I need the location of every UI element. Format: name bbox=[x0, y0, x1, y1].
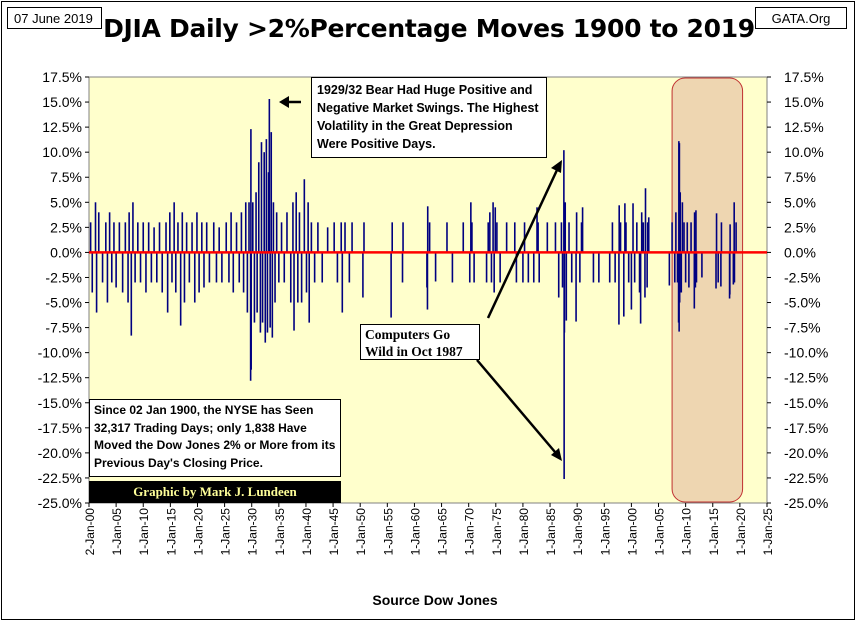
computers-arrow-down-head bbox=[551, 448, 562, 461]
y-tick-label-left: -15.0% bbox=[38, 395, 82, 411]
y-tick-label-left: 5.0% bbox=[50, 194, 82, 210]
y-tick-label-right: -5.0% bbox=[784, 295, 821, 311]
x-tick-label: 1-Jan-00 bbox=[625, 508, 639, 556]
x-tick-label: 1-Jan-85 bbox=[544, 508, 558, 556]
x-tick-label: 1-Jan-10 bbox=[680, 508, 694, 556]
x-tick-label: 1-Jan-55 bbox=[381, 508, 395, 556]
x-tick-label: 1-Jan-10 bbox=[137, 508, 151, 556]
y-tick-label-left: -2.5% bbox=[45, 269, 82, 285]
y-tick-label-right: -12.5% bbox=[784, 370, 828, 386]
x-tick-label: 1-Jan-90 bbox=[571, 508, 585, 556]
y-tick-label-left: 7.5% bbox=[50, 169, 82, 185]
y-tick-label-right: 5.0% bbox=[784, 194, 816, 210]
x-tick-label: 1-Jan-15 bbox=[707, 508, 721, 556]
y-tick-label-left: 12.5% bbox=[42, 119, 82, 135]
y-tick-label-left: -17.5% bbox=[38, 420, 82, 436]
chart-title: DJIA Daily >2%Percentage Moves 1900 to 2… bbox=[103, 14, 755, 43]
x-tick-label: 1-Jan-40 bbox=[300, 508, 314, 556]
x-tick-label: 1-Jan-25 bbox=[761, 508, 775, 556]
site-label: GATA.Org bbox=[755, 7, 847, 29]
computers-arrow-up-line bbox=[486, 169, 559, 319]
x-tick-label: 1-Jan-05 bbox=[653, 508, 667, 556]
bear-market-annotation: 1929/32 Bear Had Huge Positive and Negat… bbox=[311, 77, 547, 158]
y-tick-label-left: 17.5% bbox=[42, 69, 82, 85]
x-tick-label: 1-Jan-20 bbox=[734, 508, 748, 556]
x-tick-label: 1-Jan-95 bbox=[598, 508, 612, 556]
y-tick-label-right: 15.0% bbox=[784, 94, 824, 110]
x-tick-label: 1-Jan-75 bbox=[490, 508, 504, 556]
x-tick-label: 1-Jan-50 bbox=[354, 508, 368, 556]
computers-annotation: Computers Go Wild in Oct 1987 bbox=[360, 324, 480, 360]
y-tick-label-right: -10.0% bbox=[784, 345, 828, 361]
y-tick-label-left: 10.0% bbox=[42, 144, 82, 160]
y-tick-label-left: 15.0% bbox=[42, 94, 82, 110]
nyse-annotation: Since 02 Jan 1900, the NYSE has Seen 32,… bbox=[89, 399, 341, 477]
y-tick-label-left: -10.0% bbox=[38, 345, 82, 361]
y-tick-label-right: -7.5% bbox=[784, 320, 821, 336]
y-tick-label-right: -22.5% bbox=[784, 470, 828, 486]
bear-arrow-head bbox=[279, 96, 289, 108]
x-tick-label: 1-Jan-15 bbox=[164, 508, 178, 556]
credit-label: Graphic by Mark J. Lundeen bbox=[89, 481, 341, 503]
y-tick-label-left: -25.0% bbox=[38, 495, 82, 511]
y-tick-label-right: -2.5% bbox=[784, 269, 821, 285]
y-tick-label-left: -5.0% bbox=[45, 295, 82, 311]
y-tick-label-right: -17.5% bbox=[784, 420, 828, 436]
x-tick-label: 2-Jan-00 bbox=[83, 508, 97, 556]
y-tick-label-right: 2.5% bbox=[784, 219, 816, 235]
y-tick-label-right: -20.0% bbox=[784, 445, 828, 461]
x-tick-label: 1-Jan-65 bbox=[436, 508, 450, 556]
y-tick-label-right: 17.5% bbox=[784, 69, 824, 85]
y-tick-label-right: 7.5% bbox=[784, 169, 816, 185]
y-tick-label-right: 0.0% bbox=[784, 244, 816, 260]
x-tick-label: 1-Jan-05 bbox=[110, 508, 124, 556]
x-tick-label: 1-Jan-70 bbox=[463, 508, 477, 556]
y-tick-label-left: -22.5% bbox=[38, 470, 82, 486]
y-tick-label-left: 0.0% bbox=[50, 244, 82, 260]
y-tick-label-right: -15.0% bbox=[784, 395, 828, 411]
computers-arrow-down-line bbox=[476, 359, 556, 453]
date-label: 07 June 2019 bbox=[7, 7, 102, 29]
highlight-period bbox=[671, 77, 744, 503]
y-tick-label-left: -12.5% bbox=[38, 370, 82, 386]
y-tick-label-left: -7.5% bbox=[45, 320, 82, 336]
x-axis-source-label: Source Dow Jones bbox=[372, 592, 498, 608]
x-tick-label: 1-Jan-25 bbox=[219, 508, 233, 556]
y-tick-label-left: 2.5% bbox=[50, 219, 82, 235]
y-tick-label-right: -25.0% bbox=[784, 495, 828, 511]
y-tick-label-left: -20.0% bbox=[38, 445, 82, 461]
computers-arrow-up-head bbox=[551, 160, 562, 173]
x-tick-label: 1-Jan-45 bbox=[327, 508, 341, 556]
x-tick-label: 1-Jan-30 bbox=[246, 508, 260, 556]
x-tick-label: 1-Jan-60 bbox=[408, 508, 422, 556]
y-tick-label-right: 10.0% bbox=[784, 144, 824, 160]
x-tick-label: 1-Jan-20 bbox=[191, 508, 205, 556]
y-tick-label-right: 12.5% bbox=[784, 119, 824, 135]
x-tick-label: 1-Jan-80 bbox=[517, 508, 531, 556]
x-tick-label: 1-Jan-35 bbox=[273, 508, 287, 556]
